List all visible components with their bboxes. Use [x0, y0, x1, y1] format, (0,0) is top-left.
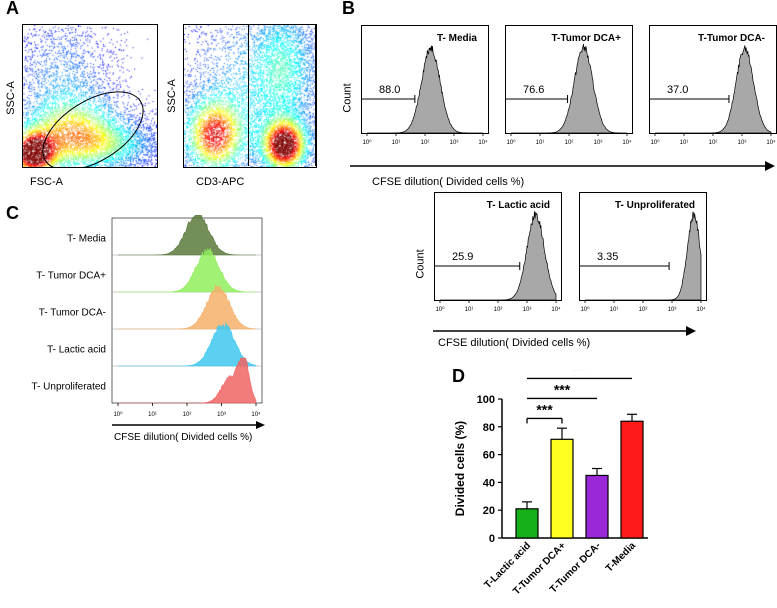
tick-label: 10¹: [610, 307, 619, 313]
tick-label: 10¹: [680, 140, 689, 146]
ridge-fill: [118, 322, 257, 367]
histogram-title: T- Lactic acid: [487, 200, 550, 211]
histogram-fill: [655, 45, 772, 134]
bar: [515, 508, 539, 539]
panel-letter-d: D: [452, 366, 465, 386]
tick-label: 10³: [217, 412, 226, 418]
bar: [550, 438, 574, 539]
cfse-arrowhead-c: [256, 421, 265, 429]
histogram-title: T- Unproliferated: [615, 200, 695, 211]
tick-label: 10²: [183, 412, 192, 418]
x-tick-label: T-Media: [604, 540, 638, 574]
ridge-label: T- Tumor DCA-: [39, 308, 106, 319]
scatter-plot-fsc: [22, 24, 158, 168]
histogram-tumor-dca-minus: T-Tumor DCA- 37.0 10⁰ 10¹ 10² 10³ 10⁴: [649, 25, 777, 148]
histogram-unproliferated: T- Unproliferated 3.35 10⁰ 10¹ 10² 10³ 10⁴: [579, 192, 707, 315]
cfse-arrow-bottom: [433, 326, 696, 336]
y-tick-label: 60: [483, 450, 495, 462]
tick-label: 10¹: [148, 412, 157, 418]
histogram-ylabel: Count: [414, 249, 427, 279]
bar: [585, 474, 609, 539]
gate-ellipse: [42, 91, 144, 167]
histogram-title: T-Tumor DCA-: [698, 33, 765, 44]
histogram-fill: [440, 211, 557, 301]
panel-letter-a: A: [6, 0, 19, 18]
tick-label: 10³: [523, 307, 532, 313]
significance-label: ***: [571, 370, 588, 377]
gate-value: 37.0: [667, 84, 688, 96]
cfse-axis-label: CFSE dilution( Divided cells %): [114, 432, 252, 443]
scatter-density-cd3: [184, 25, 316, 167]
axis-label: CD3-APC: [196, 176, 245, 188]
tick-label: 10⁴: [622, 139, 632, 146]
ridge-label: T- Tumor DCA+: [36, 271, 106, 282]
gate-rectangle: [248, 25, 316, 166]
ridge-fill: [118, 357, 257, 404]
tick-label: 10⁴: [251, 411, 261, 418]
bar: [620, 420, 644, 539]
gate-value: 25.9: [452, 251, 473, 263]
histogram-fill: [511, 43, 627, 134]
ridge-label: T- Media: [67, 234, 106, 245]
axis-label: SSC-A: [4, 81, 17, 115]
tick-label: 10³: [450, 140, 459, 146]
y-tick-label: 20: [483, 505, 495, 517]
tick-label: 10⁴: [696, 306, 706, 313]
cfse-axis-label: CFSE dilution( Divided cells %): [372, 176, 525, 188]
tick-label: 10²: [639, 307, 648, 313]
histogram-tumor-dca-plus: T-Tumor DCA+ 76.6 10⁰ 10¹ 10² 10³ 10⁴: [505, 25, 633, 148]
gate-value: 76.6: [523, 84, 544, 96]
y-tick-label: 80: [483, 422, 495, 434]
gate-value: 3.35: [597, 251, 618, 263]
tick-label: 10¹: [536, 140, 545, 146]
tick-label: 10³: [738, 140, 747, 146]
tick-label: 10⁰: [362, 139, 372, 146]
scatter-plot-cd3: [183, 24, 317, 168]
cfse-arrow-top: [350, 161, 775, 171]
tick-label: 10²: [565, 140, 574, 146]
tick-label: 10¹: [392, 140, 401, 146]
histogram-fill: [585, 211, 702, 301]
significance-label: ***: [536, 401, 553, 417]
ridge-fill: [118, 284, 257, 330]
tick-label: 10³: [668, 307, 677, 313]
y-tick-label: 40: [483, 477, 495, 489]
tick-label: 10³: [594, 140, 603, 146]
ridge-fill: [118, 248, 256, 293]
tick-label: 10⁴: [478, 139, 488, 146]
ridge-label: T- Lactic acid: [47, 345, 106, 356]
y-tick-label: 0: [489, 533, 495, 545]
y-tick-label: 100: [477, 394, 495, 406]
panel-letter-b: B: [342, 0, 355, 18]
significance-label: ***: [554, 381, 571, 397]
tick-label: 10⁰: [650, 139, 660, 146]
histogram-ylabel: Count: [341, 83, 354, 113]
tick-label: 10⁴: [766, 139, 776, 146]
histogram-fill: [367, 45, 483, 134]
tick-label: 10⁴: [551, 306, 561, 313]
histogram-media: T- Media 88.0 10⁰ 10¹ 10² 10³ 10⁴: [361, 25, 489, 148]
tick-label: 10⁰: [580, 306, 590, 313]
ridge-fill: [118, 210, 256, 256]
histogram-title: T-Tumor DCA+: [551, 33, 621, 44]
axis-label: FSC-A: [30, 176, 63, 188]
tick-label: 10⁰: [113, 411, 123, 418]
tick-label: 10²: [421, 140, 430, 146]
tick-label: 10¹: [465, 307, 474, 313]
gate-value: 88.0: [379, 84, 400, 96]
tick-label: 10²: [494, 307, 503, 313]
cfse-axis-label: CFSE dilution( Divided cells %): [438, 337, 591, 349]
histogram-lactic-acid: T- Lactic acid 25.9 10⁰ 10¹ 10² 10³ 10⁴: [434, 192, 562, 315]
histogram-title: T- Media: [437, 33, 477, 44]
ridge-plot: T- Media T- Tumor DCA+ T- Tumor DCA- T- Lac…: [0, 210, 270, 485]
ridge-label: T- Unproliferated: [32, 382, 106, 393]
bar-chart: 0 20 40 60 80 100 Divided cells (%) T-Lactic ac…: [450, 361, 660, 603]
tick-label: 10²: [709, 140, 718, 146]
panel-letter-c: C: [6, 203, 19, 223]
y-axis-label: Divided cells (%): [453, 421, 467, 516]
axis-label: SSC-A: [165, 79, 178, 113]
tick-label: 10⁰: [435, 306, 445, 313]
tick-label: 10⁰: [506, 139, 516, 146]
